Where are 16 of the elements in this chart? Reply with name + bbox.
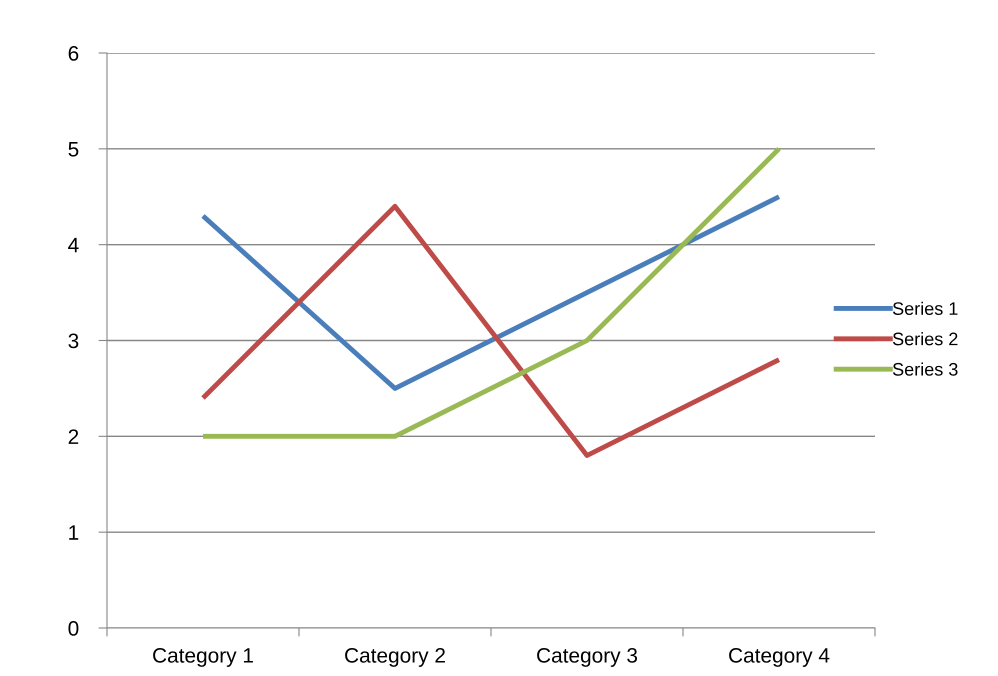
legend-label: Series 1 — [892, 302, 958, 315]
line-series — [200, 204, 782, 458]
y-tick-label: 5 — [68, 142, 78, 157]
y-tick-label: 4 — [68, 238, 79, 252]
y-tick-label: 2 — [68, 429, 78, 444]
x-tick-label: Category 1 — [153, 648, 253, 667]
y-tick-label: 3 — [68, 334, 78, 348]
y-tick-label: 6 — [68, 46, 78, 61]
y-tick-label: 1 — [69, 525, 78, 540]
x-tick-label: Category 4 — [729, 648, 830, 667]
line-series — [200, 194, 782, 391]
legend-label: Series 2 — [892, 332, 958, 346]
x-tick-label: Category 2 — [345, 648, 445, 667]
y-tick-label: 0 — [68, 621, 78, 636]
legend-label: Series 3 — [892, 362, 958, 376]
x-tick-label: Category 3 — [537, 648, 638, 667]
